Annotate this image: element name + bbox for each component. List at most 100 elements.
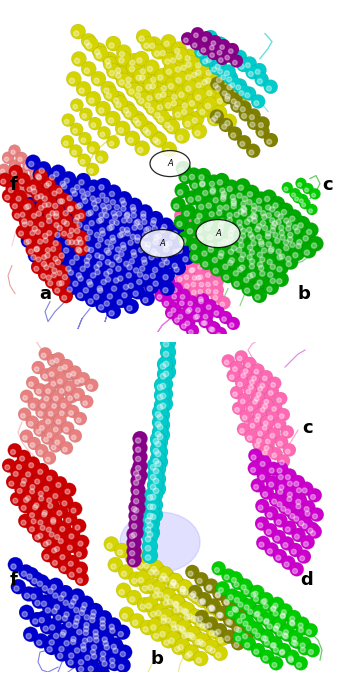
- Circle shape: [74, 623, 89, 638]
- Circle shape: [289, 543, 303, 557]
- Circle shape: [64, 189, 79, 204]
- Circle shape: [121, 201, 126, 206]
- Circle shape: [279, 225, 284, 230]
- Circle shape: [143, 274, 149, 280]
- Circle shape: [131, 501, 146, 516]
- Circle shape: [57, 548, 71, 563]
- Circle shape: [234, 621, 248, 635]
- Circle shape: [163, 247, 169, 252]
- Circle shape: [254, 370, 259, 374]
- Circle shape: [265, 196, 270, 202]
- Circle shape: [284, 230, 299, 245]
- Circle shape: [0, 173, 12, 187]
- Circle shape: [184, 645, 199, 659]
- Circle shape: [258, 401, 271, 414]
- Circle shape: [302, 505, 316, 519]
- Circle shape: [132, 578, 137, 584]
- Circle shape: [77, 182, 92, 197]
- Circle shape: [212, 105, 227, 121]
- Circle shape: [228, 230, 233, 236]
- Circle shape: [11, 579, 26, 594]
- Circle shape: [297, 488, 302, 493]
- Circle shape: [192, 276, 197, 280]
- Circle shape: [98, 273, 113, 288]
- Circle shape: [228, 127, 242, 141]
- Circle shape: [76, 204, 81, 209]
- Circle shape: [115, 269, 130, 284]
- Circle shape: [196, 308, 200, 312]
- Circle shape: [44, 265, 49, 269]
- Circle shape: [89, 147, 94, 152]
- Circle shape: [142, 586, 148, 591]
- Circle shape: [184, 38, 188, 43]
- Circle shape: [216, 333, 221, 337]
- Circle shape: [150, 83, 156, 89]
- Circle shape: [188, 66, 203, 81]
- Circle shape: [273, 603, 278, 608]
- Circle shape: [154, 98, 169, 113]
- Circle shape: [88, 299, 93, 304]
- Circle shape: [139, 253, 154, 268]
- Circle shape: [97, 614, 112, 629]
- Circle shape: [181, 608, 196, 623]
- Circle shape: [83, 401, 87, 406]
- Circle shape: [286, 226, 291, 231]
- Circle shape: [145, 536, 151, 542]
- Circle shape: [37, 175, 42, 180]
- Circle shape: [277, 607, 291, 621]
- Circle shape: [161, 588, 176, 603]
- Circle shape: [75, 215, 80, 219]
- Circle shape: [246, 243, 261, 258]
- Circle shape: [81, 138, 86, 142]
- Circle shape: [245, 93, 250, 97]
- Circle shape: [6, 181, 20, 196]
- Circle shape: [198, 592, 211, 606]
- Circle shape: [109, 225, 114, 230]
- Circle shape: [238, 221, 253, 236]
- Circle shape: [142, 529, 158, 545]
- Circle shape: [53, 181, 68, 196]
- Circle shape: [238, 204, 253, 219]
- Circle shape: [292, 569, 297, 573]
- Circle shape: [19, 605, 34, 619]
- Circle shape: [258, 204, 273, 219]
- Circle shape: [160, 364, 176, 380]
- Circle shape: [41, 259, 55, 273]
- Circle shape: [138, 148, 143, 153]
- Circle shape: [107, 135, 120, 148]
- Circle shape: [218, 185, 233, 200]
- Circle shape: [199, 315, 211, 328]
- Circle shape: [283, 503, 297, 517]
- Circle shape: [54, 223, 59, 227]
- Circle shape: [278, 489, 283, 494]
- Circle shape: [117, 220, 132, 235]
- Circle shape: [183, 590, 188, 595]
- Circle shape: [197, 578, 202, 584]
- Circle shape: [88, 647, 103, 662]
- Circle shape: [219, 118, 233, 132]
- Circle shape: [82, 649, 97, 663]
- Circle shape: [28, 512, 42, 527]
- Circle shape: [285, 475, 299, 489]
- Circle shape: [308, 525, 322, 539]
- Circle shape: [255, 517, 269, 531]
- Circle shape: [36, 216, 50, 230]
- Circle shape: [127, 227, 142, 242]
- Circle shape: [224, 206, 239, 221]
- Circle shape: [151, 218, 156, 223]
- Circle shape: [146, 248, 161, 263]
- Circle shape: [273, 611, 278, 616]
- Circle shape: [223, 234, 238, 248]
- Circle shape: [258, 455, 272, 469]
- Circle shape: [274, 513, 288, 527]
- Circle shape: [266, 410, 279, 422]
- Circle shape: [216, 630, 221, 634]
- Circle shape: [280, 414, 284, 418]
- Circle shape: [164, 640, 169, 645]
- Circle shape: [38, 412, 43, 416]
- Circle shape: [246, 389, 251, 394]
- Circle shape: [147, 487, 163, 503]
- Circle shape: [225, 636, 230, 641]
- Circle shape: [44, 521, 58, 535]
- Circle shape: [200, 236, 205, 241]
